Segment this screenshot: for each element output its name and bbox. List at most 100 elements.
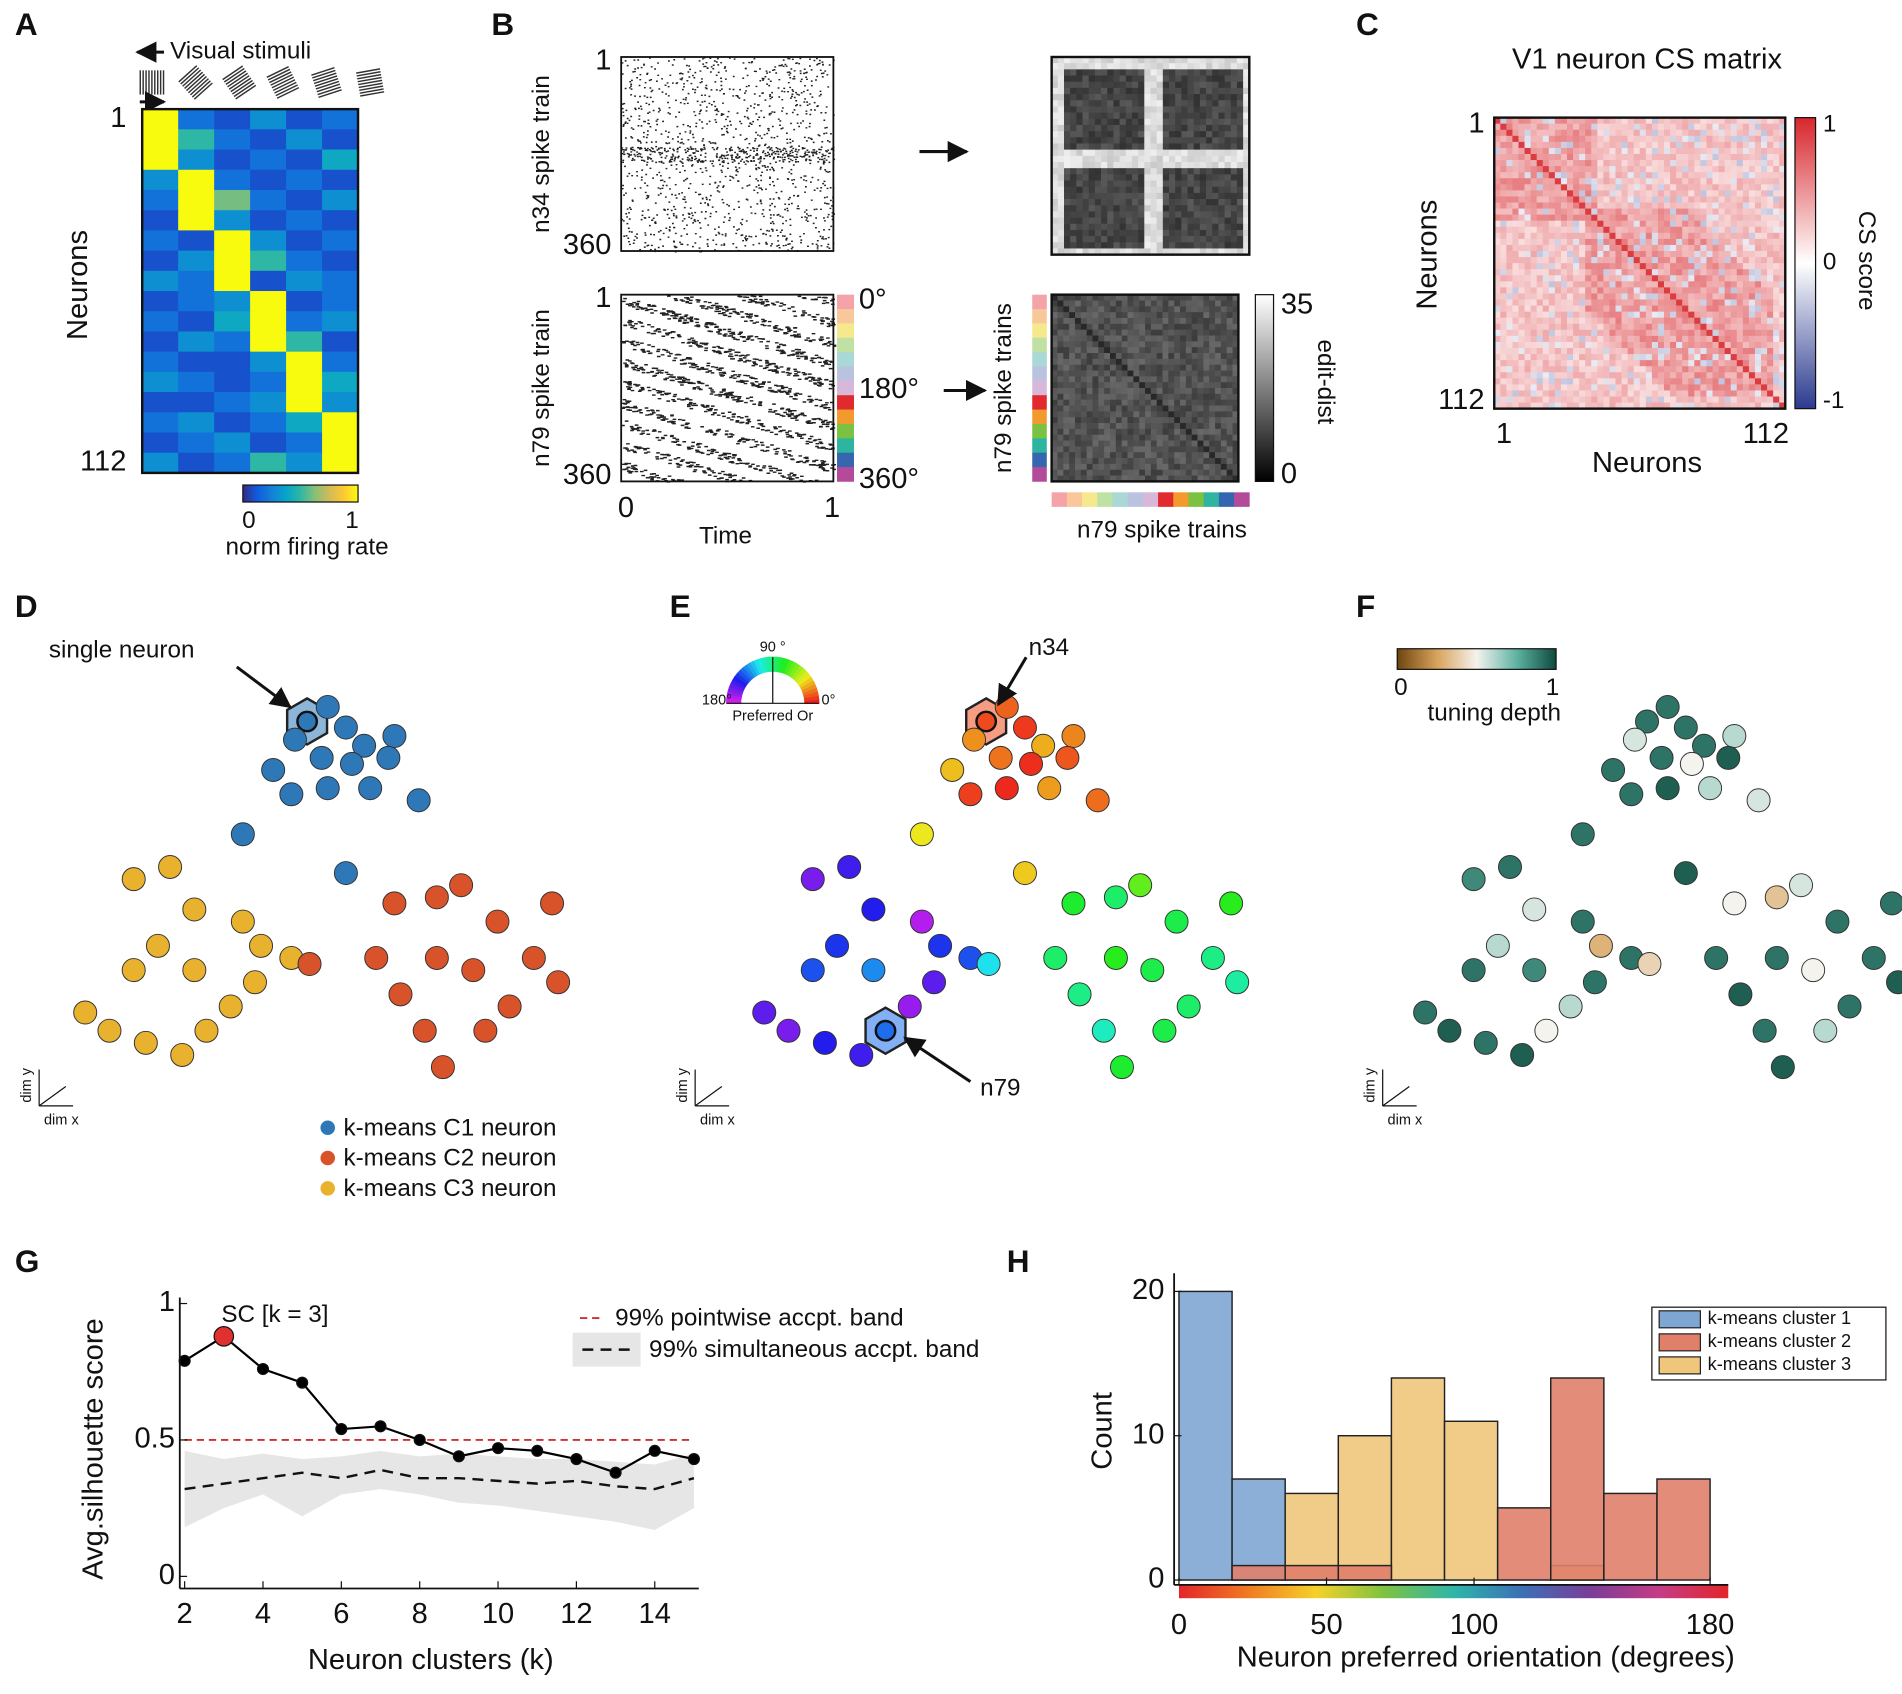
matrix-cell xyxy=(1548,372,1556,379)
matrix-cell xyxy=(1057,428,1064,436)
matrix-cell xyxy=(1712,299,1719,306)
matrix-cell xyxy=(1156,428,1163,436)
matrix-cell xyxy=(1712,166,1719,173)
colorbar xyxy=(1794,117,1817,410)
matrix-cell xyxy=(1506,305,1513,313)
matrix-cell xyxy=(1150,94,1158,101)
matrix-cell xyxy=(1609,293,1616,300)
matrix-cell xyxy=(1560,257,1568,264)
matrix-cell xyxy=(1220,475,1228,482)
matrix-cell xyxy=(1512,341,1519,349)
matrix-cell xyxy=(1119,217,1127,225)
grating xyxy=(225,70,247,86)
matrix-cell xyxy=(1718,154,1726,161)
matrix-cell xyxy=(1150,300,1158,307)
matrix-cell xyxy=(1567,178,1574,185)
matrix-cell xyxy=(1512,317,1519,325)
matrix-cell xyxy=(1700,117,1707,125)
matrix-cell xyxy=(1688,293,1695,300)
colorbar-tick-label: 1 xyxy=(1546,674,1559,701)
matrix-cell xyxy=(1724,263,1732,270)
matrix-cell xyxy=(1767,263,1774,270)
matrix-cell xyxy=(1074,329,1082,336)
matrix-cell xyxy=(1627,263,1635,270)
matrix-cell xyxy=(1536,384,1544,391)
matrix-cell xyxy=(1773,384,1780,391)
matrix-cell xyxy=(1754,196,1762,203)
matrix-cell xyxy=(1243,118,1250,126)
matrix-cell xyxy=(1206,229,1213,237)
matrix-cell xyxy=(1174,376,1181,383)
heat-cell xyxy=(250,432,287,454)
matrix-cell xyxy=(1092,475,1099,482)
matrix-cell xyxy=(1494,384,1501,391)
matrix-cell xyxy=(1664,244,1671,252)
orientation-strip xyxy=(1032,395,1047,410)
matrix-cell xyxy=(1494,154,1501,161)
matrix-cell xyxy=(1506,190,1513,197)
colorbar-tick-label: 0 xyxy=(1823,249,1836,276)
matrix-cell xyxy=(1748,117,1756,125)
matrix-cell xyxy=(1682,378,1689,385)
matrix-cell xyxy=(1203,376,1210,383)
matrix-cell xyxy=(1585,329,1592,337)
matrix-cell xyxy=(1094,124,1102,132)
legend-marker xyxy=(1658,1356,1701,1375)
matrix-cell xyxy=(1736,160,1744,167)
bar xyxy=(1550,1377,1605,1581)
matrix-cell xyxy=(1585,178,1592,185)
matrix-cell xyxy=(1767,117,1774,125)
matrix-cell xyxy=(1187,236,1195,243)
matrix-cell xyxy=(1773,135,1780,143)
matrix-cell xyxy=(1621,238,1628,246)
matrix-cell xyxy=(1215,318,1222,325)
matrix-cell xyxy=(1080,440,1088,447)
matrix-cell xyxy=(1688,190,1695,197)
matrix-cell xyxy=(1121,300,1128,307)
matrix-cell xyxy=(1560,335,1568,343)
matrix-cell xyxy=(1724,196,1732,203)
matrix-cell xyxy=(1748,135,1756,143)
matrix-cell xyxy=(1603,311,1610,319)
matrix-cell xyxy=(1736,311,1744,319)
point xyxy=(1461,958,1486,983)
matrix-cell xyxy=(1230,118,1238,126)
heat-cell xyxy=(178,169,215,191)
matrix-cell xyxy=(1670,281,1677,288)
matrix-cell xyxy=(1633,238,1641,246)
matrix-cell xyxy=(1682,287,1689,294)
matrix-cell xyxy=(1761,117,1768,125)
matrix-cell xyxy=(1591,244,1598,252)
matrix-cell xyxy=(1057,211,1065,218)
matrix-cell xyxy=(1127,358,1134,366)
matrix-cell xyxy=(1742,341,1750,349)
matrix-cell xyxy=(1226,440,1233,447)
matrix-cell xyxy=(1150,463,1158,471)
matrix-cell xyxy=(1187,94,1195,101)
matrix-cell xyxy=(1150,428,1158,436)
matrix-cell xyxy=(1573,238,1580,246)
matrix-cell xyxy=(1688,341,1695,349)
matrix-cell xyxy=(1536,293,1544,300)
point xyxy=(121,867,146,892)
point xyxy=(1673,861,1698,886)
matrix-cell xyxy=(1199,94,1207,101)
matrix-cell xyxy=(1138,87,1145,95)
matrix-cell xyxy=(1767,147,1774,155)
matrix-cell xyxy=(1603,378,1610,385)
matrix-cell xyxy=(1115,434,1123,441)
matrix-cell xyxy=(1639,154,1647,161)
matrix-cell xyxy=(1113,100,1120,107)
matrix-cell xyxy=(1754,147,1762,155)
matrix-cell xyxy=(1573,226,1580,234)
matrix-cell xyxy=(1101,149,1108,157)
matrix-cell xyxy=(1639,396,1647,403)
matrix-cell xyxy=(1113,217,1120,225)
matrix-cell xyxy=(1506,402,1513,410)
bar xyxy=(1337,1434,1393,1581)
matrix-cell xyxy=(1627,154,1635,161)
matrix-cell xyxy=(1694,129,1701,137)
heat-cell xyxy=(178,250,215,272)
y-tick-label: 1 xyxy=(595,45,611,77)
matrix-cell xyxy=(1156,192,1164,200)
